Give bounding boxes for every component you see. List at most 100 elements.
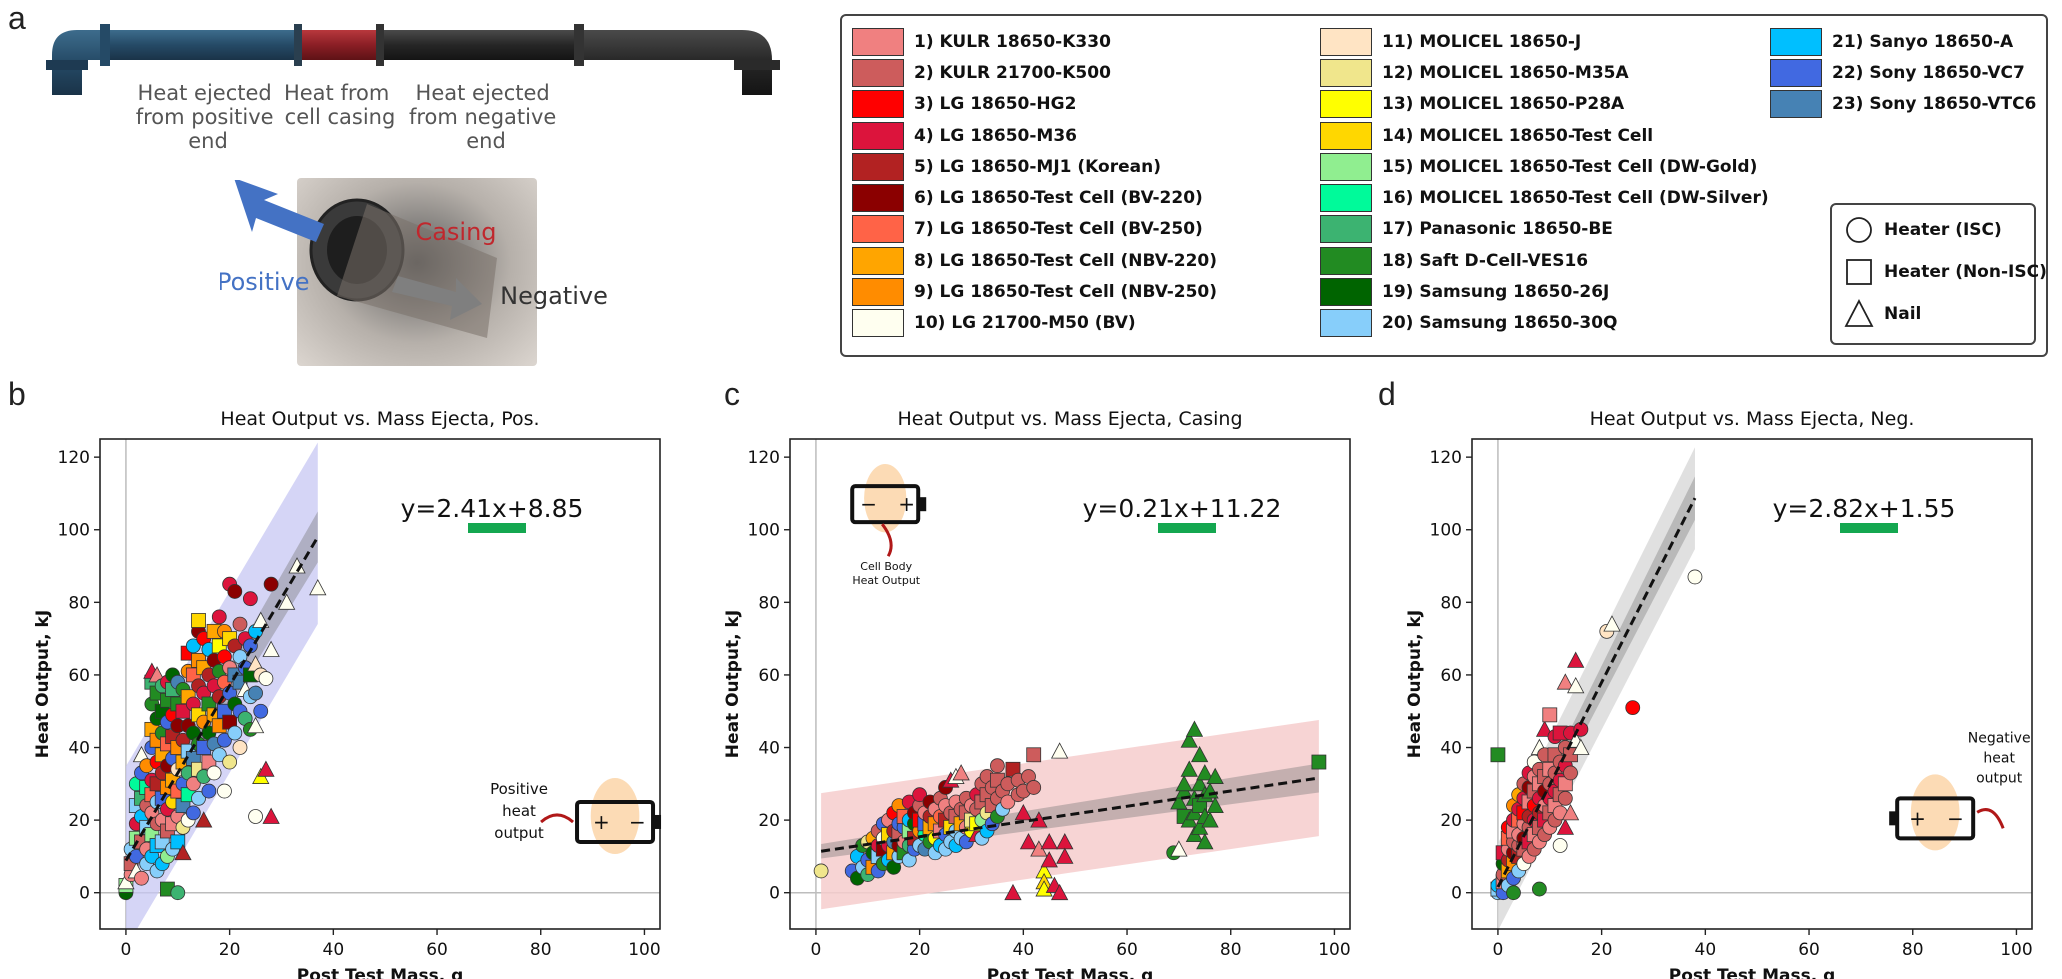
label-casing: Casing — [415, 218, 496, 246]
data-point — [1170, 840, 1188, 857]
legend-label: 11) MOLICEL 18650-J — [1382, 31, 1582, 52]
heat-arrow — [881, 523, 893, 557]
legend-swatch — [1320, 58, 1372, 87]
data-point — [170, 834, 186, 850]
data-point — [1567, 651, 1585, 668]
annotation-text: Cell Body — [860, 560, 912, 573]
label-positive: Positive — [220, 268, 310, 296]
x-tick-label: 100 — [628, 940, 660, 960]
data-point — [1026, 780, 1042, 795]
legend-swatch — [1320, 27, 1372, 56]
triangle-marker-icon — [1844, 299, 1874, 327]
data-point — [217, 783, 232, 799]
legend-label: 1) KULR 18650-K330 — [914, 31, 1111, 52]
pipe-label-negative: Heat ejected from negative end — [409, 81, 563, 153]
pipe-label-positive: Heat ejected from positive end — [136, 81, 281, 153]
plus-sign: + — [593, 810, 610, 834]
data-point — [1311, 754, 1327, 770]
data-point — [1180, 760, 1198, 777]
legend-swatch — [1320, 152, 1372, 181]
x-axis-label: Post Test Mass, g — [297, 966, 464, 979]
y-tick-label: 80 — [1440, 593, 1462, 613]
fit-line — [124, 536, 320, 862]
battery-terminal — [918, 497, 927, 512]
annotation-text: output — [1976, 770, 2023, 786]
panel-letter-a: a — [8, 0, 26, 36]
x-tick-label: 40 — [323, 940, 345, 960]
data-point — [1557, 790, 1573, 806]
x-tick-label: 40 — [1013, 940, 1035, 960]
x-tick-label: 20 — [219, 940, 241, 960]
plot-frame — [1471, 438, 2033, 930]
legend-swatch — [1770, 90, 1822, 119]
legend-item: 20) Samsung 18650-30Q — [1320, 308, 1769, 339]
data-point — [174, 843, 192, 861]
y-tick-label: 0 — [1451, 884, 1462, 904]
legend-label: 15) MOLICEL 18650-Test Cell (DW-Gold) — [1382, 156, 1758, 177]
chart-d-negative: Heat Output vs. Mass Ejecta, Neg. 0 20 40 60… — [1405, 408, 2033, 979]
y-axis-label: Heat Output, kJ — [723, 610, 743, 758]
data-point — [1170, 793, 1188, 810]
plus-sign: + — [1909, 806, 1926, 830]
flame-icon — [864, 463, 907, 533]
heat-output-annotation: + − Positive heat output — [490, 777, 662, 854]
data-point — [248, 685, 263, 701]
legend-swatch — [1320, 215, 1372, 244]
data-point — [1196, 833, 1214, 850]
data-point — [1572, 738, 1590, 755]
legend-item: 10) LG 21700-M50 (BV) — [852, 308, 1217, 339]
data-point — [952, 764, 970, 781]
x-tick-label: 60 — [1116, 940, 1138, 960]
data-point — [191, 790, 206, 806]
annotation-text: heat — [502, 802, 536, 820]
data-point — [185, 805, 201, 821]
regression-equation: y=2.82x+1.55 — [1773, 494, 1956, 523]
annotation-text: Positive — [490, 780, 548, 798]
legend-label: 9) LG 18650-Test Cell (NBV-250) — [914, 282, 1218, 303]
circle-marker-icon — [1846, 217, 1872, 243]
data-point — [195, 811, 213, 828]
x-axis-label: Post Test Mass, g — [1669, 966, 1836, 979]
legend-swatch — [852, 246, 904, 275]
marker-legend-row-circle: Heater (ISC) — [1844, 215, 2002, 245]
data-point — [1567, 676, 1585, 694]
pipe-flange-3 — [376, 24, 384, 66]
x-tick-label: 80 — [1220, 940, 1242, 960]
data-point — [1056, 847, 1074, 864]
pipe-flange-1 — [100, 24, 110, 66]
battery-terminal — [653, 814, 662, 829]
data-point — [263, 576, 279, 592]
legend-item: 3) LG 18650-HG2 — [852, 89, 1217, 120]
legend-item: 21) Sanyo 18650-A — [1770, 26, 2036, 57]
x-tick-label: 60 — [426, 940, 448, 960]
data-point — [1687, 569, 1703, 585]
marker-legend-row-square: Heater (Non-ISC) — [1844, 257, 2047, 287]
pipe-flange-4 — [574, 24, 584, 66]
data-point — [1201, 811, 1219, 828]
marker-legend-row-triangle: Nail — [1844, 299, 1921, 329]
x-tick-label: 0 — [1493, 940, 1504, 960]
chart-c-casing: Heat Output vs. Mass Ejecta, Casing 0 20 40… — [723, 408, 1351, 979]
panel-letter-c: c — [724, 376, 740, 412]
legend-label: 3) LG 18650-HG2 — [914, 94, 1077, 115]
chart-title: Heat Output vs. Mass Ejecta, Casing — [897, 408, 1242, 430]
data-point — [211, 609, 227, 625]
data-point — [246, 716, 265, 734]
legend-item: 17) Panasonic 18650-BE — [1320, 214, 1769, 245]
data-point — [1000, 794, 1016, 810]
x-tick-label: 40 — [1695, 940, 1717, 960]
data-point — [1535, 720, 1554, 737]
annotation-text: Heat Output — [852, 574, 920, 587]
data-point — [1050, 742, 1069, 759]
data-point — [1625, 700, 1641, 715]
data-point — [227, 725, 243, 741]
x-tick-label: 20 — [909, 940, 931, 960]
legend-swatch — [1770, 58, 1822, 87]
pipe-positive-segment — [110, 30, 300, 60]
data-point — [1040, 833, 1058, 850]
legend-swatch — [1320, 309, 1372, 338]
pipe-right-elbow — [584, 30, 772, 95]
plot-area — [1490, 447, 1703, 929]
legend-label: 4) LG 18650-M36 — [914, 125, 1077, 146]
annotation-text: output — [494, 824, 544, 842]
